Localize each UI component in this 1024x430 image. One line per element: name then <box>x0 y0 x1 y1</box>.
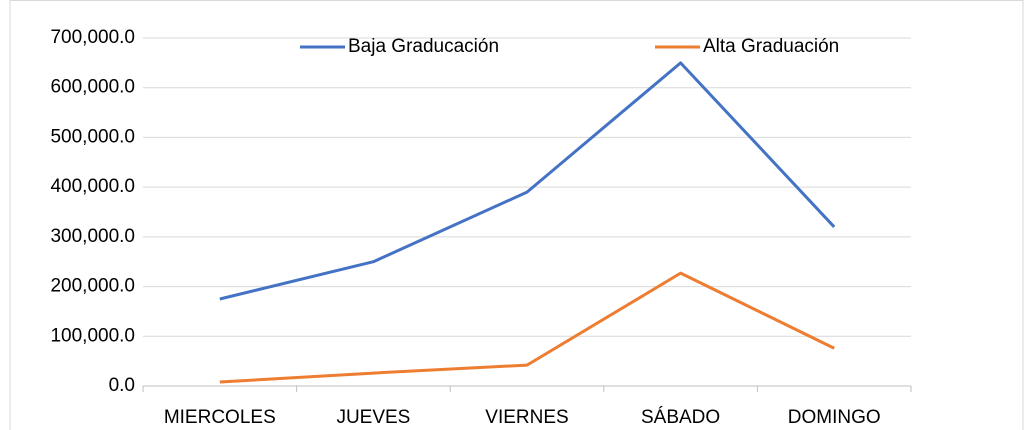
y-tick-label: 600,000.0 <box>50 77 135 98</box>
y-tick-label: 300,000.0 <box>50 226 135 247</box>
y-tick-label: 500,000.0 <box>50 126 135 147</box>
x-tick-label: VIERNES <box>485 407 568 428</box>
line-series <box>219 61 836 301</box>
legend-label: Baja Graducación <box>348 36 499 57</box>
x-tick-label: SÁBADO <box>641 407 720 428</box>
y-tick-label: 700,000.0 <box>50 27 135 48</box>
y-tick-label: 100,000.0 <box>50 325 135 346</box>
x-tick-label: MIERCOLES <box>164 407 276 428</box>
y-tick-label: 200,000.0 <box>50 276 135 297</box>
chart-border <box>9 0 1024 430</box>
x-tick-label: JUEVES <box>336 407 410 428</box>
y-tick-label: 400,000.0 <box>50 176 135 197</box>
x-tick-label: DOMINGO <box>788 407 881 428</box>
line-series <box>219 271 835 384</box>
y-tick-label: 0.0 <box>109 375 135 396</box>
legend-label: Alta Graduación <box>703 36 839 57</box>
